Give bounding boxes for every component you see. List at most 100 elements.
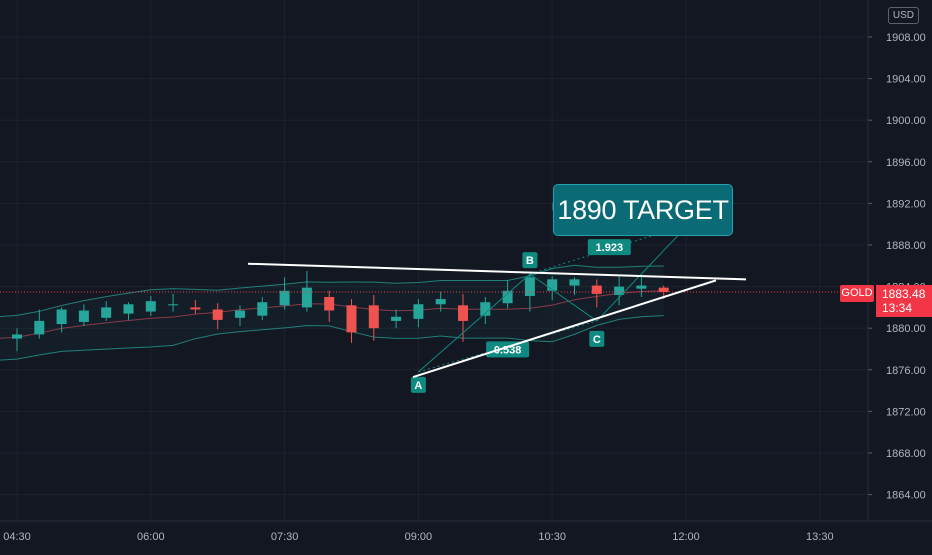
bd-ratio-label-text: 1.923 (596, 242, 624, 254)
candle (190, 300, 201, 314)
x-tick-label: 04:30 (3, 531, 31, 543)
x-tick-label: 07:30 (271, 531, 299, 543)
point-c-label-text: C (593, 334, 601, 346)
ac-retracement-line (418, 320, 597, 373)
candle-body (636, 285, 647, 289)
x-tick-label: 13:30 (806, 531, 834, 543)
moving-average-line (0, 290, 664, 339)
countdown-label: 13:34 (882, 301, 913, 315)
abcd-pattern-line (418, 223, 690, 373)
candle-body (78, 310, 89, 322)
y-tick-label: 1872.00 (886, 406, 926, 418)
point-c-label-bg (589, 330, 605, 347)
candle (435, 291, 446, 312)
candle-body (145, 301, 156, 312)
axes: 1908.00 1904.00 1900.00 1896.00 1892.00 1888.… (0, 0, 932, 543)
candle-body (368, 305, 379, 329)
candle-body (346, 305, 357, 333)
candle (324, 290, 335, 322)
point-a-label-bg (410, 376, 426, 393)
candle (547, 276, 558, 301)
upper-band-line (0, 264, 664, 317)
target-callout-text: 1890 TARGET (557, 194, 729, 225)
candle (480, 297, 491, 325)
candle-body (591, 285, 602, 294)
symbol-price-tag: GOLD (840, 285, 874, 302)
candle (301, 271, 312, 312)
bd-ratio-label: 1.923 (587, 239, 631, 256)
candle-body (56, 309, 67, 325)
candle (636, 277, 647, 297)
candle-body (391, 316, 402, 321)
y-tick-label: 1904.00 (886, 74, 926, 86)
candle-body (458, 305, 468, 321)
point-c-label: C (589, 330, 605, 347)
candle-body (123, 304, 134, 314)
candle-body (279, 290, 290, 306)
y-tick-label: 1880.00 (886, 323, 926, 335)
x-tick-label: 06:00 (137, 531, 165, 543)
grid-lines (0, 0, 868, 521)
candle-body (34, 320, 45, 335)
candle-body (524, 277, 535, 296)
candle (101, 301, 112, 321)
candle (123, 302, 134, 320)
candle-body (547, 279, 558, 291)
support-trend-line[interactable] (412, 279, 717, 379)
candle (614, 276, 625, 306)
bollinger-bands (0, 264, 664, 361)
resistance-trend-line[interactable] (247, 262, 747, 281)
candle (78, 304, 89, 327)
candle (56, 307, 67, 333)
x-tick-label: 12:00 (672, 531, 700, 543)
currency-selector[interactable]: USD (887, 7, 919, 24)
candle-body (190, 307, 201, 310)
candle (257, 297, 268, 320)
candle (212, 303, 223, 330)
x-tick-label: 10:30 (538, 531, 566, 543)
candle-body (480, 302, 491, 316)
target-callout[interactable]: 1890 TARGET (553, 184, 733, 236)
bd-ratio-label-bg (587, 239, 631, 256)
candle (458, 293, 468, 342)
y-tick-label: 1900.00 (886, 115, 926, 127)
symbol-label: GOLD (841, 287, 873, 299)
candle-body (235, 310, 245, 318)
candle (168, 293, 179, 312)
candle (34, 309, 45, 339)
point-a-label: A (410, 376, 426, 393)
candle (279, 277, 290, 310)
band-fill (0, 265, 664, 361)
point-b-label-text: B (526, 255, 534, 267)
y-tick-label: 1864.00 (886, 490, 926, 502)
candle (524, 274, 535, 312)
candle-body (101, 307, 112, 318)
x-tick-label: 09:00 (405, 531, 433, 543)
candle (413, 299, 424, 328)
y-tick-label: 1876.00 (886, 365, 926, 377)
ac-ratio-label-bg (486, 341, 530, 358)
candle (591, 279, 602, 308)
last-price-tag: 1883.48 13:34 (876, 285, 932, 317)
y-tick-label: 1892.00 (886, 198, 926, 210)
ac-ratio-label: 0.538 (486, 341, 530, 358)
candle (235, 305, 245, 327)
point-b-label: B (522, 252, 538, 269)
candle-body (569, 279, 580, 286)
lower-band-line (0, 315, 664, 361)
y-tick-label: 1908.00 (886, 32, 926, 44)
candle-body (614, 286, 625, 295)
candle-body (168, 304, 179, 306)
candle-body (212, 309, 223, 320)
candle-body (413, 304, 424, 319)
candlestick-series (12, 271, 669, 352)
last-price-label: 1883.48 (882, 287, 926, 301)
candle-body (435, 299, 446, 305)
point-b-label-bg (522, 252, 538, 269)
candle-body (12, 334, 22, 339)
candle-body (301, 287, 312, 308)
candle (346, 299, 357, 343)
candle (145, 295, 156, 316)
